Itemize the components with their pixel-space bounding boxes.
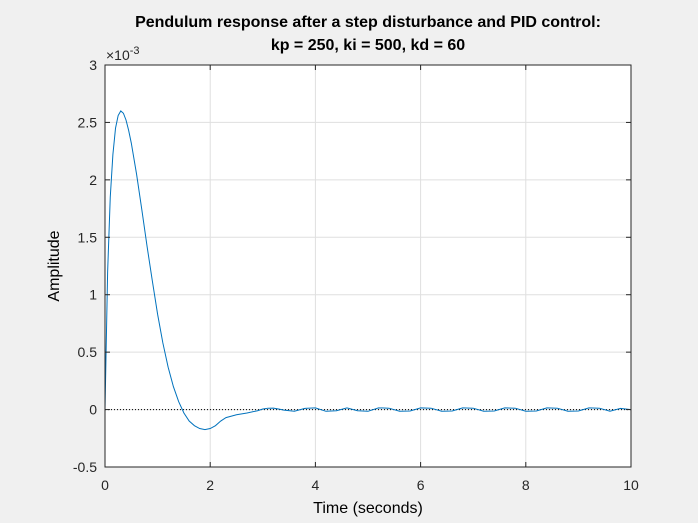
grid-lines (105, 65, 631, 467)
x-tick-label: 8 (522, 477, 530, 493)
y-tick-label: 2.5 (78, 114, 98, 130)
x-tick-label: 0 (101, 477, 109, 493)
chart-title-line-1: Pendulum response after a step disturban… (135, 14, 601, 31)
x-tick-label: 10 (623, 477, 639, 493)
y-tick-label: 0 (89, 402, 97, 418)
y-tick-label: -0.5 (73, 459, 97, 475)
y-tick-label: 1.5 (78, 229, 98, 245)
plot-area[interactable] (105, 65, 631, 467)
y-exponent-label: ×10-3 (106, 45, 140, 63)
tick-marks (104, 64, 632, 468)
y-tick-labels: -0.5 0 0.5 1 1.5 2 2.5 3 (73, 57, 97, 475)
y-tick-label: 3 (89, 57, 97, 73)
x-tick-label: 4 (312, 477, 320, 493)
y-tick-label: 0.5 (78, 344, 98, 360)
chart-title-line-2: kp = 250, ki = 500, kd = 60 (271, 37, 465, 54)
x-tick-label: 2 (206, 477, 214, 493)
axes-box (104, 64, 632, 468)
x-axis-label: Time (seconds) (313, 500, 423, 517)
y-tick-label: 1 (89, 287, 97, 303)
x-tick-labels: 0 2 4 6 8 10 (101, 477, 639, 493)
y-axis-label: Amplitude (46, 230, 63, 301)
series-line-pendulum-response (104, 110, 632, 431)
x-tick-label: 6 (417, 477, 425, 493)
y-tick-label: 2 (89, 172, 97, 188)
axes[interactable]: 0 2 4 6 8 10 -0.500.511.522.53 (73, 57, 639, 493)
